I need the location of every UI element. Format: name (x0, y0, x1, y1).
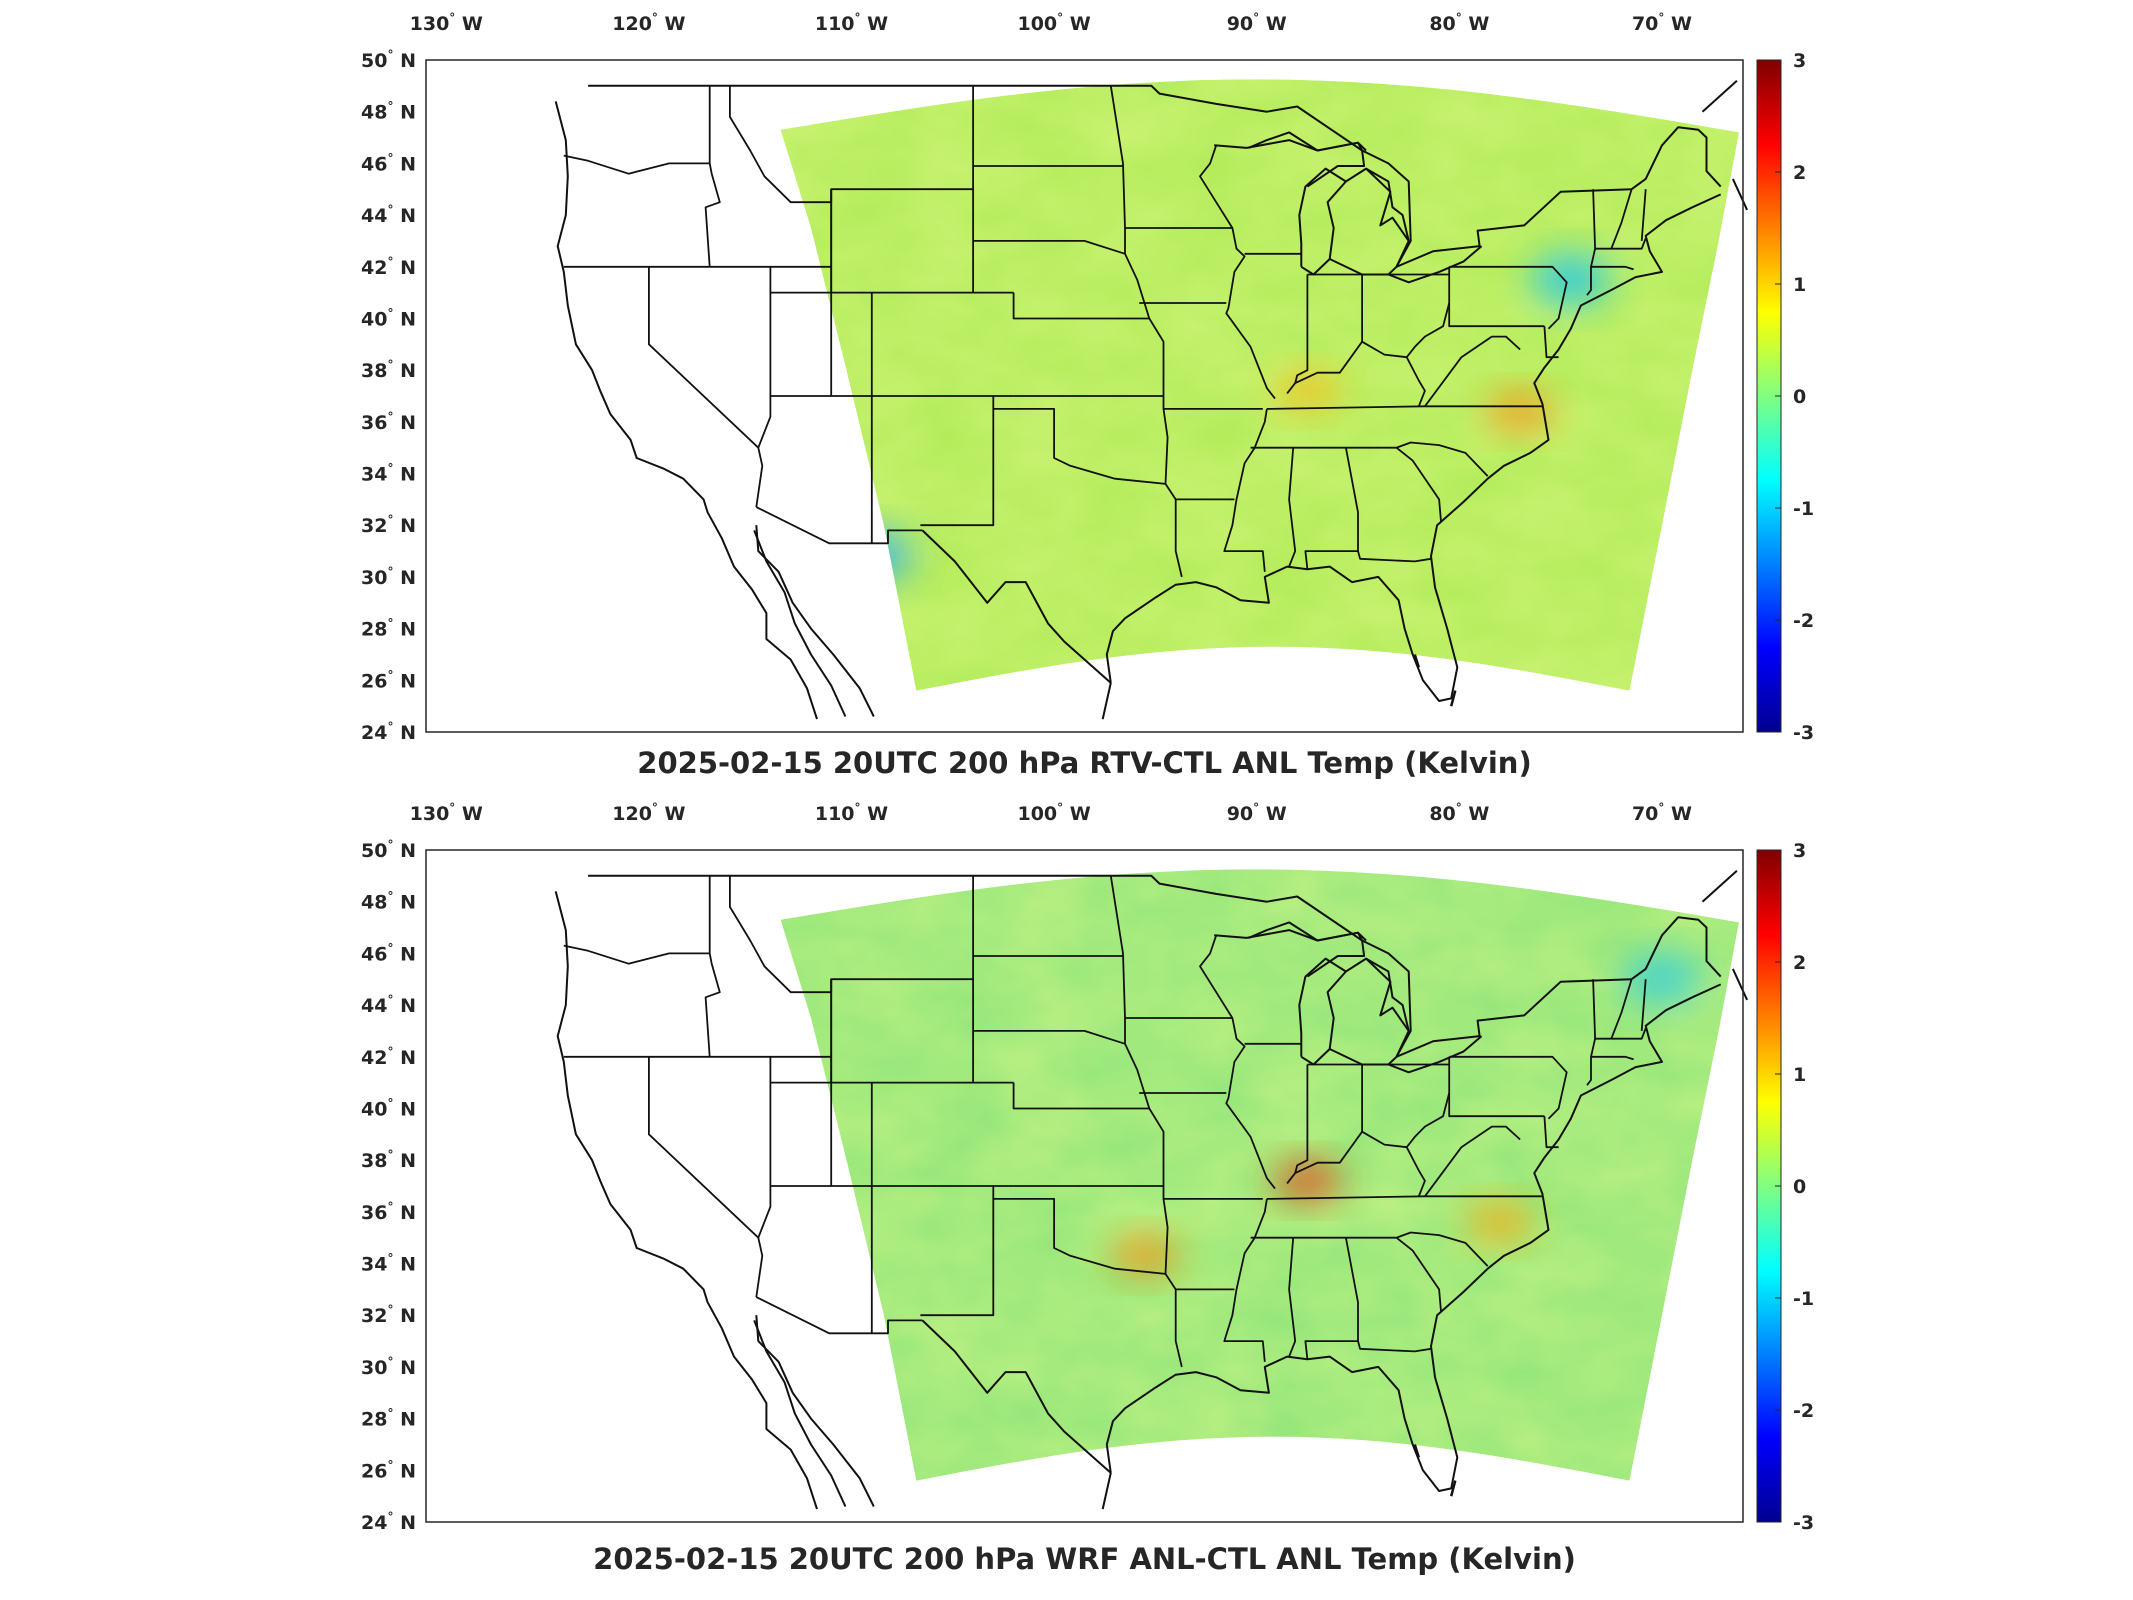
lon-tick-label: 110° W (815, 801, 888, 825)
lon-tick-label: 90° W (1227, 801, 1287, 825)
lat-tick-label: 36° N (361, 1200, 416, 1224)
lat-tick-label: 26° N (361, 1458, 416, 1482)
lon-tick-label: 70° W (1632, 801, 1692, 825)
temperature-field (780, 79, 1739, 691)
lat-tick-label: 28° N (361, 617, 416, 641)
lon-tick-label: 130° W (410, 11, 483, 35)
lat-tick-label: 42° N (361, 1045, 416, 1069)
lat-tick-label: 24° N (361, 720, 416, 744)
map-title: 2025-02-15 20UTC 200 hPa WRF ANL-CTL ANL… (593, 1542, 1576, 1576)
map-title: 2025-02-15 20UTC 200 hPa RTV-CTL ANL Tem… (637, 746, 1531, 780)
lat-tick-label: 24° N (361, 1510, 416, 1534)
lat-tick-label: 46° N (361, 941, 416, 965)
colorbar-tick-label: -2 (1793, 1400, 1814, 1422)
colorbar-tick-label: 1 (1793, 1064, 1806, 1086)
top-map-panel: 130° W 120° W 110° W 100° W 90° W 80° W 70° W 5… (0, 0, 2133, 790)
lat-tick-label: 30° N (361, 565, 416, 589)
lat-tick-label: 42° N (361, 255, 416, 279)
lat-tick-label: 28° N (361, 1407, 416, 1431)
lon-tick-label: 120° W (612, 801, 685, 825)
lat-tick-label: 34° N (361, 1252, 416, 1276)
lat-tick-label: 36° N (361, 410, 416, 434)
colorbar-tick-label: -1 (1793, 498, 1814, 520)
bottom-map-panel: 130° W 120° W 110° W 100° W 90° W 80° W 70° W 5… (0, 790, 2133, 1580)
lat-tick-label: 26° N (361, 668, 416, 692)
lon-tick-label: 100° W (1017, 801, 1090, 825)
colorbar-tick-label: -3 (1793, 1512, 1814, 1534)
top-map-figure: 130° W 120° W 110° W 100° W 90° W 80° W 70° W 5… (361, 11, 1814, 780)
lat-tick-label: 38° N (361, 358, 416, 382)
lat-tick-label: 32° N (361, 1303, 416, 1327)
colorbar-tick-label: -1 (1793, 1288, 1814, 1310)
lon-tick-label: 100° W (1017, 11, 1090, 35)
colorbar-tick-label: 0 (1793, 386, 1806, 408)
colorbar-tick-label: 3 (1793, 840, 1806, 862)
lon-tick-label: 80° W (1429, 11, 1489, 35)
colorbar-tick-label: -2 (1793, 610, 1814, 632)
lat-tick-label: 48° N (361, 100, 416, 124)
colorbar-tick-label: 0 (1793, 1176, 1806, 1198)
lat-tick-label: 40° N (361, 306, 416, 330)
lat-tick-label: 44° N (361, 993, 416, 1017)
lon-tick-label: 110° W (815, 11, 888, 35)
colorbar-tick-label: 2 (1793, 952, 1806, 974)
lon-tick-label: 130° W (410, 801, 483, 825)
colorbar-tick-label: 3 (1793, 50, 1806, 72)
lat-tick-label: 48° N (361, 890, 416, 914)
lon-tick-label: 70° W (1632, 11, 1692, 35)
lat-tick-label: 34° N (361, 462, 416, 486)
lat-tick-label: 38° N (361, 1148, 416, 1172)
temperature-field (780, 869, 1739, 1481)
lat-tick-label: 40° N (361, 1096, 416, 1120)
map-frame (425, 59, 1744, 733)
lat-tick-label: 50° N (361, 838, 416, 862)
map-frame (425, 849, 1744, 1523)
boundaries (554, 869, 1749, 1510)
bottom-map-figure: 130° W 120° W 110° W 100° W 90° W 80° W 70° W 5… (361, 801, 1814, 1576)
lat-tick-label: 32° N (361, 513, 416, 537)
boundaries (554, 79, 1749, 720)
lon-tick-label: 80° W (1429, 801, 1489, 825)
lon-tick-label: 90° W (1227, 11, 1287, 35)
lat-tick-label: 46° N (361, 151, 416, 175)
lat-tick-label: 50° N (361, 48, 416, 72)
lat-tick-label: 30° N (361, 1355, 416, 1379)
colorbar-tick-label: 2 (1793, 162, 1806, 184)
lat-tick-label: 44° N (361, 203, 416, 227)
colorbar-tick-label: -3 (1793, 722, 1814, 744)
lon-tick-label: 120° W (612, 11, 685, 35)
colorbar-tick-label: 1 (1793, 274, 1806, 296)
